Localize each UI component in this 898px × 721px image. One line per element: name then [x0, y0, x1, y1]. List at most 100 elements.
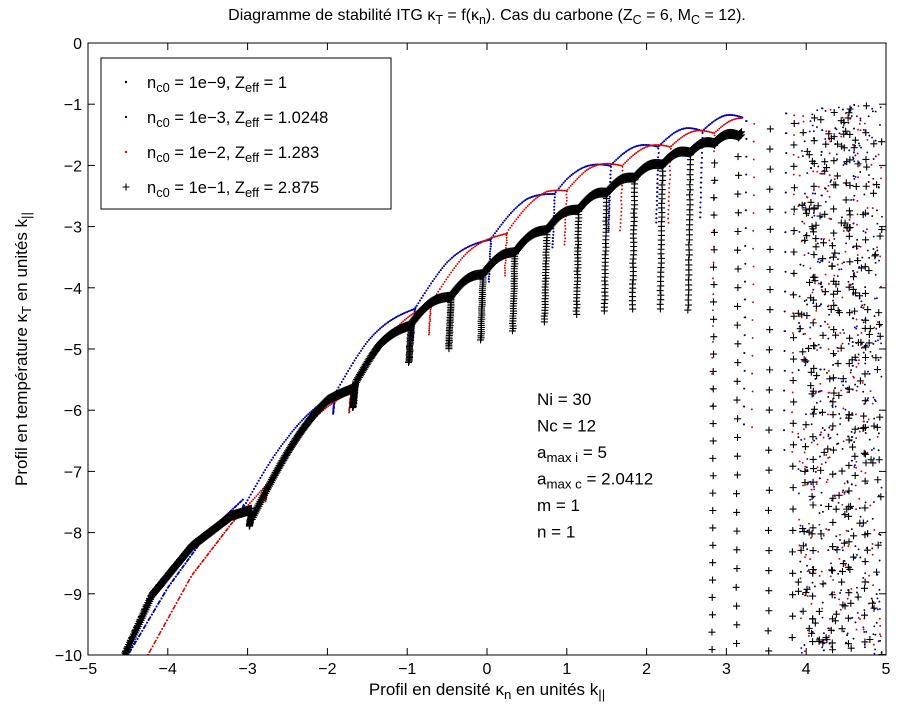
data-point [799, 577, 802, 580]
data-point [871, 110, 874, 113]
data-point [344, 375, 346, 378]
data-point [608, 195, 611, 198]
data-point [765, 446, 773, 454]
data-point [486, 238, 489, 241]
data-point [857, 548, 860, 551]
data-point [530, 196, 533, 198]
annotation-line-2: Nc = 12 [537, 417, 596, 436]
data-point [841, 342, 844, 345]
data-point [404, 311, 407, 314]
data-point [178, 596, 181, 599]
data-point [487, 275, 490, 278]
data-point [292, 428, 295, 431]
data-point [713, 150, 715, 153]
data-point [845, 512, 853, 520]
data-point [603, 162, 606, 165]
data-point [865, 630, 868, 633]
data-point [824, 109, 827, 112]
chart-title: Diagramme de stabilité ITG κT = f(κn). C… [228, 7, 746, 27]
data-point [709, 507, 717, 515]
data-point [286, 436, 289, 439]
data-point [654, 144, 657, 146]
data-point [710, 263, 718, 271]
data-point [743, 405, 746, 408]
data-point [830, 229, 838, 237]
data-point [830, 290, 838, 298]
y-tick-label: −5 [64, 342, 82, 359]
data-point [806, 278, 814, 286]
data-point [569, 175, 571, 178]
data-point [609, 173, 612, 176]
data-point [265, 466, 268, 469]
data-point [364, 343, 367, 345]
data-point [810, 602, 813, 605]
data-point [201, 559, 204, 562]
data-point [841, 549, 844, 552]
data-point [508, 213, 511, 216]
data-point [864, 471, 867, 474]
data-point [842, 229, 845, 232]
data-point [851, 435, 854, 438]
data-point [820, 463, 823, 466]
data-point [817, 343, 820, 346]
data-point [803, 312, 805, 315]
data-point [632, 154, 634, 157]
data-point [627, 158, 630, 161]
data-point [264, 469, 267, 471]
data-point [734, 209, 742, 217]
data-point [734, 284, 742, 292]
data-point [565, 196, 568, 199]
data-point [535, 194, 538, 197]
data-point [819, 255, 827, 263]
data-point [855, 437, 858, 440]
data-point [852, 269, 855, 272]
data-point [718, 127, 721, 130]
data-point [872, 584, 875, 587]
data-point [621, 184, 624, 187]
data-point [566, 190, 568, 193]
data-point [855, 586, 858, 589]
data-point [223, 531, 226, 534]
data-point [817, 165, 820, 168]
data-point [803, 299, 806, 302]
data-point [818, 574, 821, 577]
data-point [428, 316, 431, 319]
data-point [845, 207, 853, 215]
data-point [537, 195, 540, 198]
data-point [445, 345, 453, 353]
data-point [842, 126, 845, 129]
data-point [808, 586, 811, 589]
data-point [731, 114, 734, 117]
data-point [858, 122, 861, 125]
data-point [668, 182, 671, 185]
data-point [667, 217, 670, 220]
data-point [798, 315, 801, 318]
data-point [852, 157, 855, 160]
data-point [734, 359, 742, 367]
data-point [563, 243, 566, 246]
data-point [874, 400, 877, 403]
data-point [842, 127, 850, 135]
data-point [813, 189, 815, 192]
data-point [501, 233, 504, 236]
data-point [819, 433, 822, 436]
data-point [474, 242, 477, 245]
data-point [609, 177, 612, 180]
data-point [844, 114, 852, 122]
data-point [668, 187, 670, 189]
data-point [851, 353, 859, 361]
data-point [673, 142, 676, 145]
data-point [237, 503, 239, 506]
data-point [856, 152, 859, 155]
data-point [847, 545, 850, 548]
data-point [429, 318, 432, 321]
data-point [833, 178, 836, 181]
data-point [829, 422, 837, 430]
data-point [819, 400, 822, 403]
data-point [228, 525, 231, 528]
data-point [854, 545, 857, 548]
data-point [734, 415, 742, 423]
data-point [657, 144, 660, 146]
data-point [816, 126, 818, 128]
data-point [363, 345, 366, 348]
